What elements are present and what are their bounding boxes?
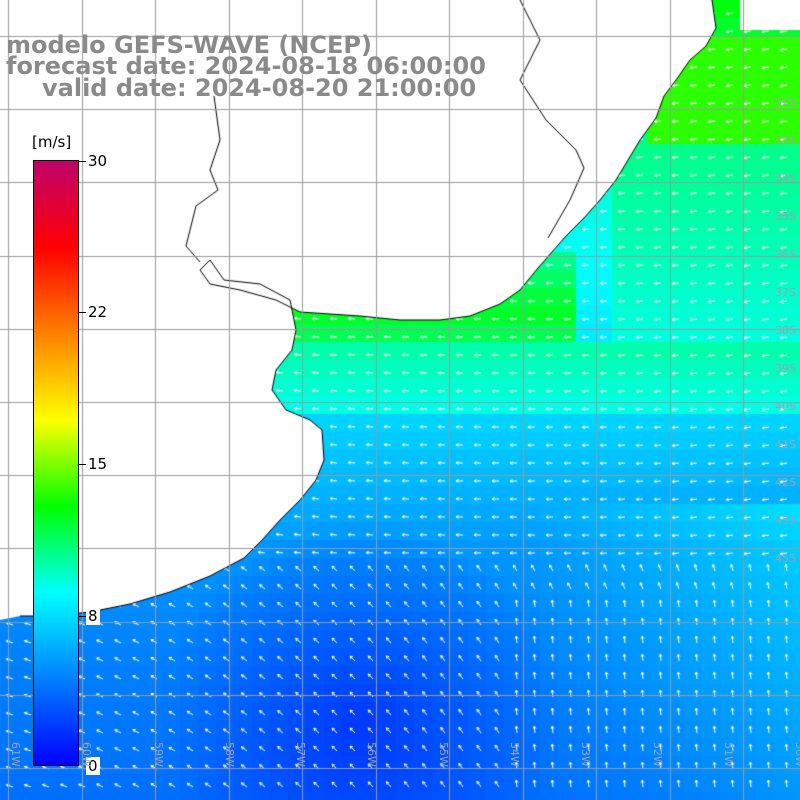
latitude-label: 32S xyxy=(775,96,796,109)
longitude-label: 59W xyxy=(151,742,165,767)
colorbar-tick-0: 0 xyxy=(86,757,100,775)
longitude-label: 53W xyxy=(579,742,593,767)
latitude-label: 35S xyxy=(775,210,796,223)
colorbar-tick-mark xyxy=(79,312,87,313)
latitude-label: 34S xyxy=(775,172,796,185)
model-title: modelo GEFS-WAVE (NCEP) xyxy=(6,31,372,59)
longitude-label: 56W xyxy=(365,742,379,767)
latitude-label: 36S xyxy=(775,248,796,261)
latitude-label: 39S xyxy=(775,362,796,375)
valid-date: valid date: 2024-08-20 21:00:00 xyxy=(42,74,477,102)
longitude-label: 61W xyxy=(9,742,22,767)
latitude-label: 43S xyxy=(775,514,796,527)
longitude-label: 60W xyxy=(80,742,94,767)
forecast-date: forecast date: 2024-08-18 06:00:00 xyxy=(6,52,486,80)
colorbar-tick-mark xyxy=(79,616,87,617)
latitude-label: 40S xyxy=(775,400,796,413)
longitude-label: 50W xyxy=(793,742,800,767)
longitude-label: 54W xyxy=(508,742,522,767)
latitude-label: 33S xyxy=(775,134,796,147)
colorbar xyxy=(33,160,79,766)
colorbar-tick-mark xyxy=(79,464,87,465)
colorbar-unit: [m/s] xyxy=(30,133,74,151)
colorbar-tick-15: 15 xyxy=(86,455,110,473)
colorbar-tick-mark xyxy=(79,161,87,162)
longitude-label: 51W xyxy=(721,742,735,767)
longitude-label: 52W xyxy=(650,742,664,767)
colorbar-tick-22: 22 xyxy=(86,303,110,321)
latitude-label: 42S xyxy=(775,476,796,489)
longitude-label: 55W xyxy=(436,742,450,767)
colorbar-tick-30: 30 xyxy=(86,152,110,170)
longitude-label: 57W xyxy=(294,742,308,767)
latitude-label: 41S xyxy=(775,438,796,451)
latitude-label: 38S xyxy=(775,324,796,337)
colorbar-tick-8: 8 xyxy=(86,607,100,625)
latitude-label: 45S xyxy=(775,552,796,565)
longitude-label: 58W xyxy=(222,742,236,767)
latitude-label: 37S xyxy=(775,286,796,299)
